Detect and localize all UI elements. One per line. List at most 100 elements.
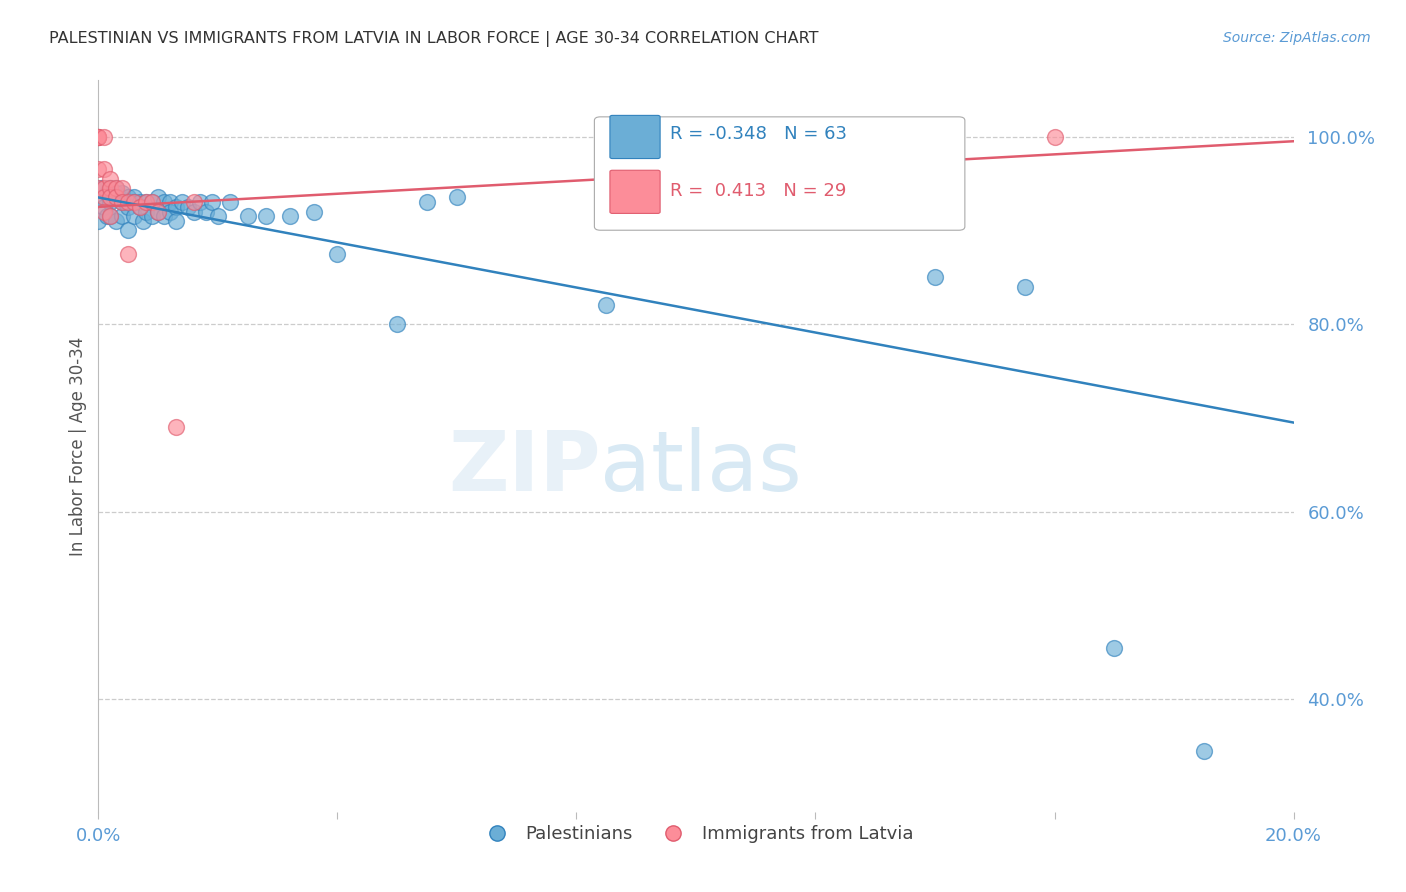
Point (93, 162, 115, 177)
Point (1192, 744, 1215, 758)
Point (177, 200, 200, 214)
Point (124, 190, 146, 204)
Point (93, 190, 115, 204)
Point (98, 181, 122, 195)
Point (105, 190, 128, 204)
Point (278, 209, 301, 223)
Point (117, 223, 139, 237)
Point (98, 209, 122, 223)
Point (87, 162, 110, 177)
Point (183, 195, 205, 210)
Point (87, 190, 110, 204)
Point (135, 195, 157, 210)
Point (103, 190, 125, 204)
Point (117, 190, 139, 204)
Point (111, 181, 134, 195)
Point (236, 209, 259, 223)
Point (148, 204, 170, 219)
Point (124, 195, 146, 210)
Point (326, 246, 349, 260)
Point (153, 209, 176, 223)
Point (201, 195, 224, 210)
Point (111, 186, 134, 200)
Point (159, 204, 181, 219)
Point (117, 246, 139, 260)
Point (165, 200, 187, 214)
Point (219, 195, 242, 210)
Point (595, 298, 617, 312)
Point (135, 195, 157, 210)
Point (172, 195, 194, 210)
Point (148, 190, 170, 204)
Point (117, 200, 139, 214)
Point (183, 204, 205, 219)
Point (188, 195, 211, 210)
Point (93, 200, 115, 214)
Point (105, 214, 128, 228)
Point (135, 204, 157, 219)
Text: R =  0.413   N = 29: R = 0.413 N = 29 (669, 183, 846, 201)
Point (141, 195, 163, 210)
Point (105, 190, 128, 204)
Legend: Palestinians, Immigrants from Latvia: Palestinians, Immigrants from Latvia (471, 818, 921, 850)
Point (105, 181, 128, 195)
Point (98, 181, 122, 195)
Point (124, 209, 146, 223)
Y-axis label: In Labor Force | Age 30-34: In Labor Force | Age 30-34 (69, 336, 87, 556)
Point (98, 171, 122, 186)
Point (129, 200, 152, 214)
Point (87, 129, 110, 144)
Point (87, 129, 110, 144)
Point (129, 200, 152, 214)
Point (153, 195, 176, 210)
Text: ZIP: ZIP (449, 427, 600, 508)
Point (117, 195, 139, 210)
Point (195, 204, 218, 219)
Point (98, 190, 122, 204)
Point (1104, 640, 1126, 655)
Point (114, 195, 136, 210)
Point (141, 195, 163, 210)
Point (446, 190, 468, 204)
Point (111, 195, 134, 210)
Text: atlas: atlas (600, 427, 801, 508)
Point (108, 190, 131, 204)
Point (87, 181, 110, 195)
Point (1014, 279, 1036, 293)
Text: R = -0.348   N = 63: R = -0.348 N = 63 (669, 126, 846, 144)
Point (207, 209, 229, 223)
Point (254, 209, 277, 223)
Point (159, 195, 181, 210)
Point (98, 195, 122, 210)
Point (96, 209, 118, 223)
Point (141, 209, 163, 223)
Point (93, 204, 115, 219)
Point (111, 209, 134, 223)
Point (98, 186, 122, 200)
Point (93, 181, 115, 195)
Point (93, 129, 115, 144)
Text: PALESTINIAN VS IMMIGRANTS FROM LATVIA IN LABOR FORCE | AGE 30-34 CORRELATION CHA: PALESTINIAN VS IMMIGRANTS FROM LATVIA IN… (49, 31, 818, 47)
Point (87, 129, 110, 144)
Point (90, 181, 112, 195)
Point (1043, 129, 1066, 144)
Point (87, 129, 110, 144)
Text: Source: ZipAtlas.com: Source: ZipAtlas.com (1223, 31, 1371, 45)
Point (105, 186, 128, 200)
Point (302, 204, 325, 219)
Point (93, 181, 115, 195)
Point (105, 181, 128, 195)
FancyBboxPatch shape (610, 170, 661, 213)
Point (165, 214, 187, 228)
Point (148, 204, 170, 219)
FancyBboxPatch shape (610, 115, 661, 159)
Point (98, 209, 122, 223)
Point (87, 214, 110, 228)
Point (124, 195, 146, 210)
Point (165, 420, 187, 434)
FancyBboxPatch shape (595, 117, 965, 230)
Point (924, 270, 946, 285)
Point (129, 195, 152, 210)
Point (416, 195, 439, 210)
Point (132, 214, 155, 228)
